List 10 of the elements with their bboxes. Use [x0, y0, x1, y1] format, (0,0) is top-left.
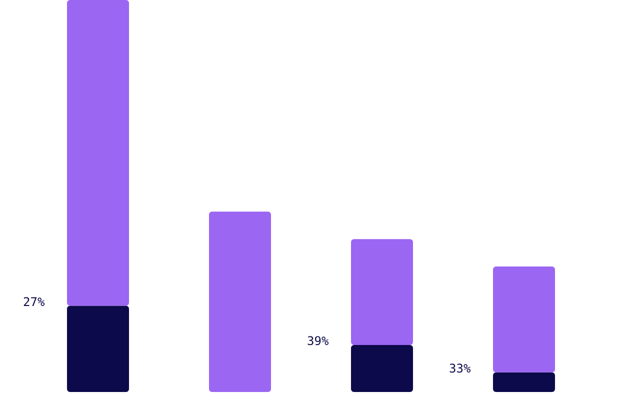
bar [209, 212, 271, 392]
annotation: 33% [449, 361, 472, 376]
bar [67, 306, 129, 392]
bar [351, 344, 413, 392]
bar [351, 239, 413, 345]
bar [493, 372, 555, 392]
bar [67, 0, 129, 306]
bar [493, 266, 555, 372]
annotation: 27% [23, 294, 46, 309]
annotation: 39% [307, 334, 330, 348]
